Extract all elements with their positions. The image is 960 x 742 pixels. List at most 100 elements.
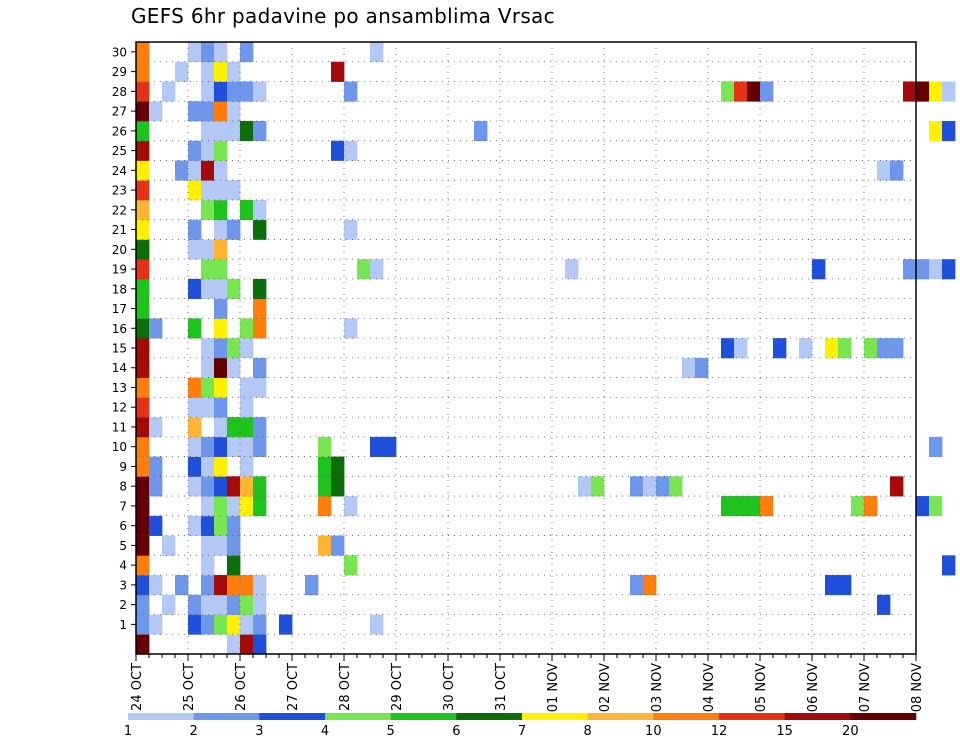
colorbar-swatch: [456, 713, 523, 720]
heatmap-cell: [721, 81, 735, 102]
heatmap-cell: [162, 81, 176, 102]
heatmap-cell: [682, 357, 696, 379]
heatmap-cell: [747, 496, 761, 517]
heatmap-cell: [136, 594, 150, 615]
heatmap-cell: [201, 61, 215, 82]
y-tick-label: 25: [112, 144, 127, 158]
heatmap-cell: [370, 614, 384, 635]
x-tick-label: 29 OCT: [390, 663, 405, 711]
x-tick-label: 31 OCT: [494, 663, 509, 711]
heatmap-cell: [773, 338, 787, 359]
heatmap-cell: [201, 278, 215, 300]
heatmap-cell: [253, 634, 267, 655]
heatmap-cell: [136, 259, 150, 280]
heatmap-cell: [201, 456, 215, 477]
heatmap-cell: [851, 496, 865, 517]
heatmap-cell: [201, 199, 215, 221]
heatmap-cell: [188, 397, 202, 418]
heatmap-cell: [240, 575, 254, 596]
colorbar-swatch: [390, 713, 457, 720]
heatmap-cell: [214, 594, 228, 615]
heatmap-cell: [201, 555, 215, 576]
x-tick-label: 03 NOV: [650, 663, 665, 712]
heatmap-cell: [136, 180, 150, 201]
y-tick-label: 1: [119, 618, 127, 632]
heatmap-cell: [214, 180, 228, 201]
heatmap-cell: [903, 81, 917, 102]
heatmap-cell: [929, 259, 943, 280]
heatmap-cell: [331, 140, 345, 161]
colorbar-swatch: [325, 713, 391, 720]
heatmap-cell: [227, 535, 241, 556]
heatmap-cell: [240, 42, 254, 63]
heatmap-cell: [240, 338, 254, 359]
heatmap-cell: [929, 436, 943, 457]
heatmap-cell: [214, 42, 228, 63]
heatmap-cell: [136, 476, 150, 497]
heatmap-cell: [253, 377, 267, 398]
colorbar: 1 2 3 4 5 6 7 8 10 12 15 20: [124, 713, 917, 739]
heatmap-cell: [240, 436, 254, 457]
heatmap-cell: [136, 515, 150, 536]
y-tick-label: 2: [119, 598, 127, 612]
heatmap-cell: [136, 199, 150, 221]
colorbar-swatch: [259, 713, 326, 720]
heatmap-cell: [305, 575, 319, 596]
heatmap-cell: [344, 219, 358, 240]
heatmap-cell: [630, 476, 644, 497]
heatmap-cell: [136, 614, 150, 635]
heatmap-cell: [760, 81, 774, 102]
heatmap-cell: [578, 476, 592, 497]
heatmap-cell: [149, 476, 163, 497]
heatmap-cell: [188, 377, 202, 398]
heatmap-cell: [149, 614, 163, 635]
heatmap-cell: [162, 594, 176, 615]
heatmap-cell: [240, 120, 254, 142]
heatmap-cell: [136, 61, 150, 82]
heatmap-cell: [474, 120, 488, 142]
dotted-grid: [136, 42, 917, 654]
heatmap-cell: [331, 476, 345, 497]
heatmap-cell: [214, 456, 228, 477]
heatmap-cell: [136, 42, 150, 63]
heatmap-cell: [201, 436, 215, 457]
heatmap-cell: [916, 81, 930, 102]
heatmap-cell: [214, 614, 228, 635]
heatmap-cell: [188, 456, 202, 477]
heatmap-cell: [240, 81, 254, 102]
heatmap-cell: [916, 496, 930, 517]
heatmap-cell: [344, 496, 358, 517]
heatmap-cell: [240, 614, 254, 635]
y-tick-label: 22: [112, 203, 127, 217]
heatmap-cell: [201, 515, 215, 536]
heatmap-cell: [227, 614, 241, 635]
heatmap-cell: [201, 614, 215, 635]
heatmap-cell: [253, 278, 267, 300]
heatmap-cell: [916, 259, 930, 280]
heatmap-cell: [929, 120, 943, 142]
heatmap-cell: [721, 338, 735, 359]
y-tick-label: 3: [119, 578, 127, 592]
y-tick-label: 4: [119, 559, 127, 573]
heatmap-cell: [214, 298, 228, 319]
heatmap-cell: [175, 575, 189, 596]
heatmap-cell: [201, 594, 215, 615]
heatmap-cell: [214, 140, 228, 161]
heatmap-cell: [240, 476, 254, 497]
y-tick-label: 24: [112, 164, 127, 178]
y-tick-label: 19: [112, 263, 127, 277]
heatmap-cell: [331, 61, 345, 82]
heatmap-cell: [370, 436, 384, 457]
heatmap-cell: [344, 140, 358, 161]
x-tick-label: 08 NOV: [910, 663, 925, 712]
colorbar-label: 1: [124, 724, 132, 739]
heatmap-cell: [838, 338, 852, 359]
heatmap-cell: [214, 476, 228, 497]
x-tick-label: 30 OCT: [442, 663, 457, 711]
heatmap-cell: [136, 140, 150, 161]
heatmap-cell: [227, 219, 241, 240]
x-axis: 24 OCT 25 OCT 26 OCT 27 OCT 28 OCT 29 OCT 30 O…: [130, 654, 925, 712]
y-tick-label: 23: [112, 184, 127, 198]
heatmap-cell: [214, 515, 228, 536]
